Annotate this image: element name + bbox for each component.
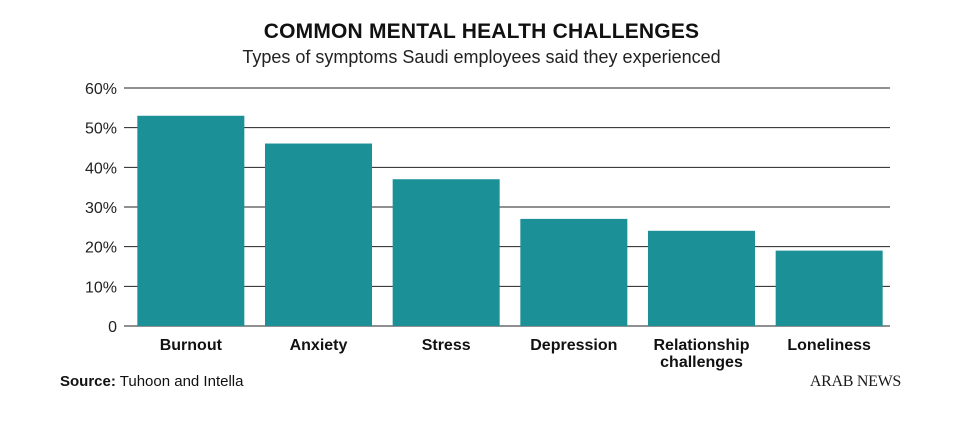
y-tick-label: 20% [85, 240, 117, 257]
y-tick-label: 40% [85, 160, 117, 177]
x-category-label: Depression [530, 337, 617, 354]
grid-lines [124, 87, 890, 327]
bar [520, 218, 628, 326]
bar [265, 143, 372, 326]
source-label: Source: [60, 373, 116, 390]
bar [648, 230, 755, 326]
x-category-label: Relationship challenges [653, 337, 749, 371]
source-text: Tuhoon and Intella [115, 373, 244, 390]
y-tick-label: 10% [85, 279, 117, 296]
y-tick-label: 50% [85, 121, 117, 138]
y-tick-label: 30% [85, 200, 117, 217]
bars [137, 115, 883, 327]
chart-subtitle: Types of symptoms Saudi employees said t… [242, 47, 721, 67]
chart-title: COMMON MENTAL HEALTH CHALLENGES [263, 20, 700, 43]
y-tick-label: 0 [108, 319, 117, 336]
x-category-label: Burnout [160, 337, 223, 354]
source-note: Source: Tuhoon and Intella [60, 373, 243, 390]
arab-news-logo: ARAB NEWS [809, 373, 901, 390]
x-category-label: Stress [422, 337, 471, 354]
x-axis-category-labels: Burnout Anxiety Stress Depression Relationsh… [160, 337, 871, 371]
bar [392, 179, 500, 326]
y-tick-label: 60% [85, 81, 117, 98]
x-category-label: Anxiety [290, 337, 348, 354]
bar [137, 115, 245, 327]
bar [775, 250, 883, 326]
y-axis-tick-labels: 0 10% 20% 30% 40% 50% 60% [85, 81, 117, 336]
x-category-label: Loneliness [787, 337, 871, 354]
